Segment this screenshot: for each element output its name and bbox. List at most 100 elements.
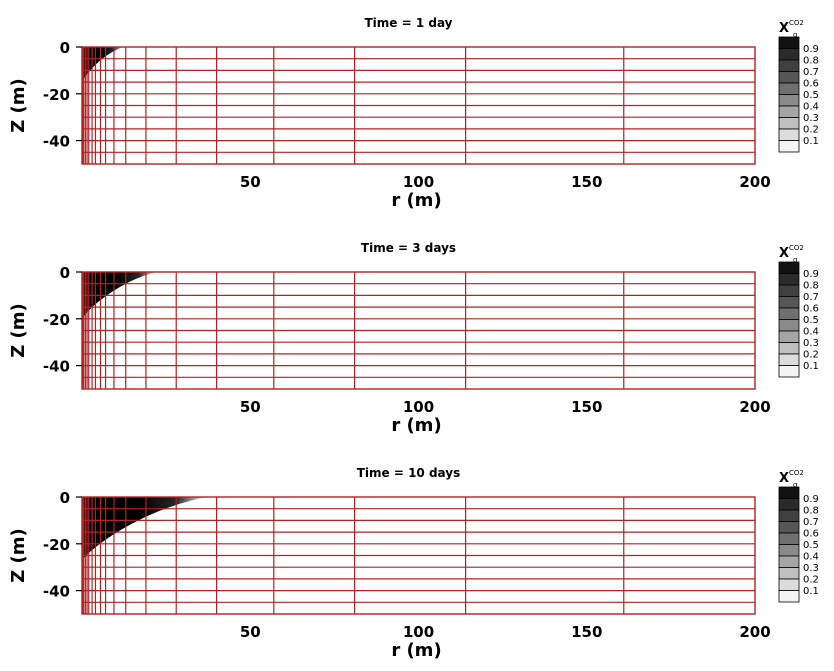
colorbar-swatch [778, 330, 800, 343]
colorbar-swatch [778, 509, 800, 522]
colorbar-swatch [778, 353, 800, 366]
plot-frame [81, 46, 756, 165]
colorbar-level-label: 0.9 [803, 269, 819, 280]
colorbar-level-label: 0.8 [803, 281, 819, 292]
y-tick-label: 0 [60, 489, 70, 507]
colorbar-swatch [778, 296, 800, 309]
colorbar-swatch [778, 498, 800, 511]
x-tick-label: 150 [571, 398, 602, 416]
colorbar-swatch [778, 273, 800, 286]
colorbar-level-label: 0.4 [803, 552, 819, 563]
colorbar-level-label: 0.9 [803, 494, 819, 505]
x-axis-label: r (m) [391, 640, 441, 661]
colorbar-superscript: CO2 [789, 469, 804, 477]
colorbar-superscript: CO2 [789, 244, 804, 252]
colorbar-swatch [778, 342, 800, 355]
x-tick-label: 50 [240, 398, 261, 416]
colorbar-level-label: 0.8 [803, 506, 819, 517]
colorbar-level-label: 0.3 [803, 563, 819, 574]
colorbar-swatch [778, 94, 800, 107]
colorbar-title: X [779, 21, 789, 36]
y-axis-label: Z (m) [8, 78, 29, 133]
colorbar-legend: X CO2 g 0.90.80.70.60.50.40.30.20.1 [778, 244, 819, 378]
y-tick-label: 0 [60, 264, 70, 282]
colorbar-swatch [778, 48, 800, 61]
panel-3: Time = 10 days 0 -20 -40 50 100 150 200 r (m) Z (… [8, 466, 819, 661]
colorbar-swatch [778, 140, 800, 153]
colorbar-level-label: 0.1 [803, 586, 819, 597]
colorbar-level-label: 0.4 [803, 102, 819, 113]
colorbar-superscript: CO2 [789, 19, 804, 27]
colorbar-swatch [778, 532, 800, 545]
colorbar-level-label: 0.6 [803, 529, 819, 540]
colorbar-subscript: g [793, 31, 797, 39]
colorbar-swatch [778, 590, 800, 603]
colorbar-swatch [778, 105, 800, 118]
y-tick-label: -20 [43, 86, 70, 104]
colorbar-level-label: 0.2 [803, 350, 819, 361]
colorbar-title: X [779, 246, 789, 261]
colorbar-swatch [778, 319, 800, 332]
co2-plume-core [82, 47, 106, 79]
colorbar-level-label: 0.6 [803, 79, 819, 90]
y-axis-label: Z (m) [8, 528, 29, 583]
colorbar-swatch [778, 128, 800, 141]
colorbar-subscript: g [793, 481, 797, 489]
x-tick-label: 50 [240, 173, 261, 191]
x-axis-label: r (m) [391, 415, 441, 436]
y-tick-label: 0 [60, 39, 70, 57]
x-tick-label: 100 [403, 398, 434, 416]
x-tick-label: 200 [739, 173, 770, 191]
colorbar-swatch [778, 284, 800, 297]
colorbar-level-label: 0.2 [803, 125, 819, 136]
colorbar-swatch [778, 365, 800, 378]
x-tick-label: 200 [739, 398, 770, 416]
x-tick-label: 100 [403, 173, 434, 191]
y-tick-label: -40 [43, 583, 70, 601]
panel-1: Time = 1 day 0 -20 -40 50 100 150 200 r (m) Z (m)… [8, 16, 819, 211]
panel-title: Time = 3 days [361, 241, 456, 255]
x-tick-label: 150 [571, 173, 602, 191]
colorbar-level-label: 0.7 [803, 292, 819, 303]
colorbar-swatch [778, 307, 800, 320]
colorbar-level-label: 0.3 [803, 338, 819, 349]
colorbar-level-label: 0.1 [803, 136, 819, 147]
colorbar-level-label: 0.5 [803, 540, 819, 551]
colorbar-level-label: 0.7 [803, 67, 819, 78]
plot-frame [81, 271, 756, 390]
x-tick-label: 50 [240, 623, 261, 641]
colorbar-swatch [778, 567, 800, 580]
colorbar-swatch [778, 521, 800, 534]
colorbar-level-label: 0.2 [803, 575, 819, 586]
x-axis-label: r (m) [391, 190, 441, 211]
colorbar-swatch [778, 544, 800, 557]
colorbar-swatch [778, 82, 800, 95]
y-tick-label: -40 [43, 358, 70, 376]
colorbar-subscript: g [793, 256, 797, 264]
colorbar-swatch [778, 59, 800, 72]
x-tick-label: 150 [571, 623, 602, 641]
colorbar-swatch [778, 71, 800, 84]
x-tick-label: 200 [739, 623, 770, 641]
colorbar-swatch [778, 555, 800, 568]
colorbar-swatch [778, 261, 800, 274]
colorbar-level-label: 0.1 [803, 361, 819, 372]
colorbar-level-label: 0.5 [803, 90, 819, 101]
y-tick-label: -20 [43, 536, 70, 554]
plot-frame [81, 496, 756, 615]
colorbar-level-label: 0.3 [803, 113, 819, 124]
y-tick-label: -20 [43, 311, 70, 329]
colorbar-level-label: 0.9 [803, 44, 819, 55]
colorbar-level-label: 0.4 [803, 327, 819, 338]
panel-title: Time = 1 day [364, 16, 452, 30]
colorbar-swatch [778, 36, 800, 49]
x-tick-label: 100 [403, 623, 434, 641]
co2-plume-core [82, 497, 153, 557]
y-tick-label: -40 [43, 133, 70, 151]
colorbar-level-label: 0.7 [803, 517, 819, 528]
colorbar-title: X [779, 471, 789, 486]
colorbar-swatch [778, 578, 800, 591]
colorbar-legend: X CO2 g 0.90.80.70.60.50.40.30.20.1 [778, 19, 819, 153]
colorbar-swatch [778, 486, 800, 499]
